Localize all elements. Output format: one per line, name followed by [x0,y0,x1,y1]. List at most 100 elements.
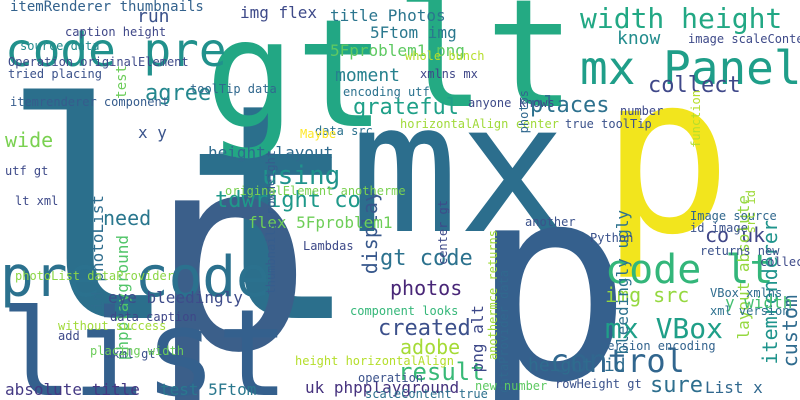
cloud-word: function [689,90,703,148]
cloud-word: utf gt [5,164,49,178]
cloud-word: id image [690,221,748,235]
cloud-word: tried placing [8,67,102,81]
cloud-word: new number [475,379,548,393]
cloud-word: wide [5,128,54,152]
cloud-word: source data [20,39,100,53]
cloud-word: anothermce returns [486,230,500,361]
cloud-word: version encoding [600,339,716,353]
cloud-word: result [398,358,485,386]
cloud-word: p [150,97,313,400]
cloud-word: adobe [400,335,461,359]
cloud-word: created [378,316,471,341]
cloud-word: placing width [90,344,184,358]
cloud-word: control [550,342,685,380]
cloud-word: mxml gt [105,347,156,361]
cloud-word: image scaleContent [688,32,800,46]
cloud-word: src id [744,190,758,234]
cloud-word: title Photos [330,6,446,25]
cloud-word: photoList dataProvider [15,269,174,283]
cloud-word: 5Ftom img [370,23,457,42]
cloud-word: places [530,93,610,118]
cloud-word: flex 5Fproblem1 [248,213,393,232]
cloud-word: pre code [0,245,270,310]
cloud-word: true toolTip [565,117,652,131]
cloud-word: sure [650,373,703,398]
cloud-word: toolTip data [190,82,277,96]
cloud-word: data caption [110,310,197,324]
cloud-word: run [137,6,170,27]
cloud-word: test [114,65,130,99]
cloud-word: know [617,28,661,49]
cloud-word: height id [528,355,626,376]
cloud-word: absolute title [5,380,140,399]
cloud-word: caption height [65,25,167,39]
cloud-word: height layout [208,143,334,162]
cloud-word: gt [205,0,386,162]
cloud-word: itemrenderer component [10,95,169,109]
cloud-word: thumbnails rowHeight [264,150,278,295]
cloud-word: VBox xmlns [710,286,783,300]
cloud-word: 5Fproblem1 png [330,41,465,60]
cloud-word: using [262,161,341,191]
cloud-word: img src [605,283,690,307]
cloud-word: lt [0,40,362,389]
cloud-word: photos [517,90,531,134]
cloud-word: center gt [436,200,450,266]
cloud-word: lt xml [15,194,59,208]
cloud-word: xmlns mx [420,67,478,81]
cloud-word: list [0,285,289,400]
cloud-word: p [600,27,733,283]
cloud-word: collect [648,73,741,98]
cloud-word: returns new [700,244,780,258]
cloud-word: anyone knows [468,96,555,110]
cloud-word: p [470,127,633,400]
cloud-word: xml version [710,304,790,318]
cloud-word: component looks [350,304,459,318]
cloud-word: Maybe [300,127,337,141]
cloud-word: horizontalAlign center [400,117,559,131]
cloud-word: add [58,329,80,343]
cloud-word: photos [390,276,463,300]
cloud-word: encoding utf [343,85,430,99]
cloud-word: whole bunch [405,49,485,63]
cloud-word: Lambdas [303,239,354,253]
cloud-word: without success [58,319,167,333]
cloud-word: gt code [380,246,473,271]
cloud-word: png alt [468,305,487,373]
cloud-word: mx VBox [605,312,724,345]
cloud-word: data src [315,124,373,138]
cloud-word: itemRenderer thumbnails [10,0,204,15]
cloud-word: tdwright co [215,188,361,213]
cloud-word: lt [395,0,576,142]
cloud-word: need [103,206,152,230]
cloud-word: display [358,190,382,275]
cloud-word: code lt [605,247,774,293]
cloud-word: eye bleedingly [108,288,243,307]
cloud-word: scaleContent true [365,387,488,400]
cloud-word: width height [580,2,783,35]
cloud-word: operation [358,371,424,385]
cloud-word: rowHeight gt [555,377,642,391]
cloud-word: test 5Ftom [160,380,257,399]
cloud-word: mx [350,65,567,274]
cloud-word: Operation originalElement [8,55,189,69]
cloud-word: co uk [705,223,766,247]
cloud-word: y width [725,293,793,312]
cloud-word: grateful [353,95,459,120]
cloud-word: moment [335,65,401,86]
cloud-word: number [620,104,664,118]
cloud-word: x y [138,123,167,142]
cloud-word: mx Panel [580,41,800,95]
cloud-word: Python [590,231,634,245]
cloud-word: Image source [690,209,777,223]
cloud-word: img flex [240,3,318,22]
cloud-word: List x [705,378,763,397]
cloud-word: originalElement anotherme [225,184,406,198]
cloud-word: height horizontalAlign [295,354,454,368]
cloud-word: another [525,215,576,229]
cloud-word: agree [145,81,212,106]
cloud-word: uk phpplayground [305,378,460,397]
cloud-word: collection [760,255,800,269]
cloud-word: code pre [5,23,227,77]
